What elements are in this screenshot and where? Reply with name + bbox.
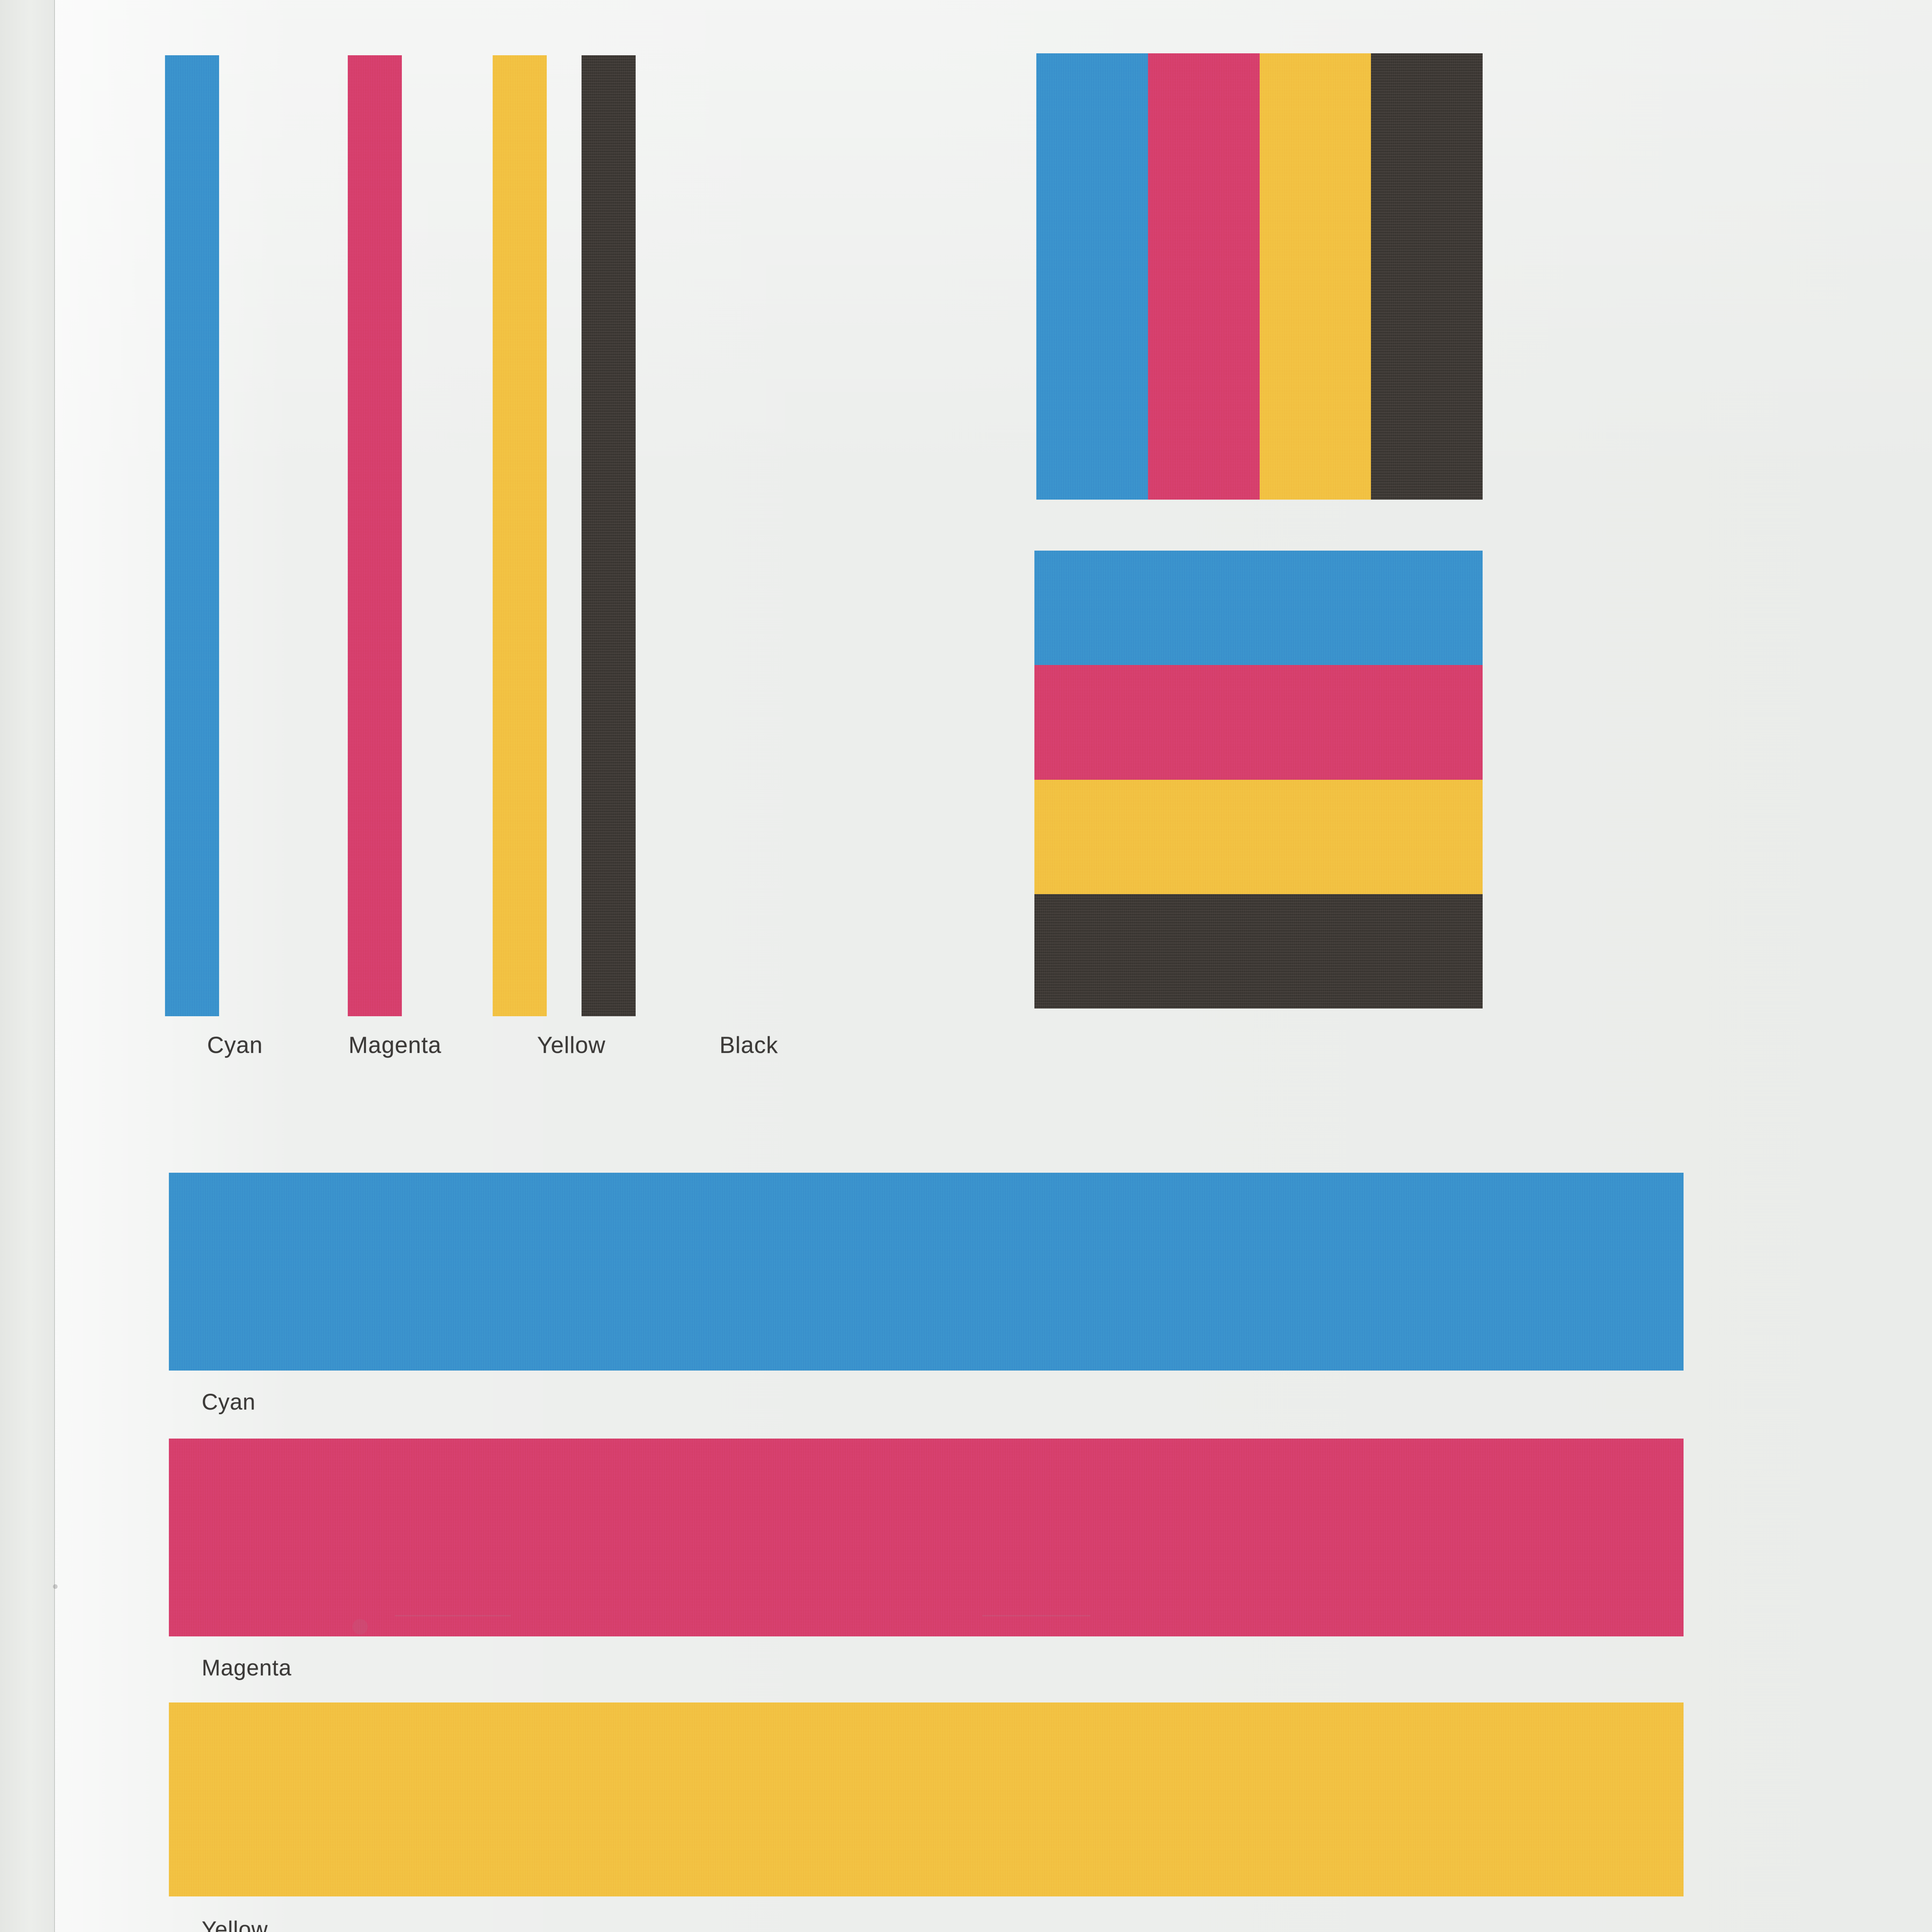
wide-band-label-cyan: Cyan <box>202 1389 256 1415</box>
band-yellow <box>1034 779 1483 895</box>
showthrough-blob-3 <box>352 1619 368 1634</box>
stripe-yellow <box>1259 53 1371 500</box>
showthrough-line-6 <box>395 1615 511 1616</box>
wide-band-label-magenta: Magenta <box>202 1655 292 1680</box>
vertical-bar-label-yellow: Yellow <box>537 1032 606 1058</box>
stripe-black <box>1371 53 1483 500</box>
band-black <box>1034 894 1483 1009</box>
band-magenta <box>1034 665 1483 780</box>
stripe-cyan <box>1036 53 1148 500</box>
cmyk-vertical-stripe-block <box>1036 53 1483 500</box>
scanner-bed-strip <box>0 0 55 1932</box>
vertical-bar-black <box>582 55 636 1016</box>
wide-band-label-yellow: Yellow <box>202 1917 268 1932</box>
vertical-bar-magenta <box>348 55 402 1016</box>
band-cyan <box>1034 551 1483 665</box>
paper-grain-overlay <box>55 0 1932 1932</box>
dust-speck-1 <box>53 1584 58 1589</box>
vertical-bar-label-black: Black <box>719 1032 778 1058</box>
vertical-bar-cyan <box>165 55 219 1016</box>
showthrough-line-7 <box>982 1615 1090 1616</box>
vertical-bar-label-magenta: Magenta <box>349 1032 442 1058</box>
wide-band-yellow <box>169 1702 1684 1896</box>
paper-sheet: Cyan Magenta Yellow Black Cyan Magenta Y… <box>53 0 1932 1932</box>
cmyk-horizontal-stripe-block <box>1034 551 1483 1009</box>
stripe-magenta <box>1148 53 1260 500</box>
vertical-bar-label-cyan: Cyan <box>207 1032 263 1058</box>
vertical-bar-yellow <box>493 55 547 1016</box>
wide-band-magenta <box>169 1439 1684 1636</box>
wide-band-cyan <box>169 1173 1684 1371</box>
